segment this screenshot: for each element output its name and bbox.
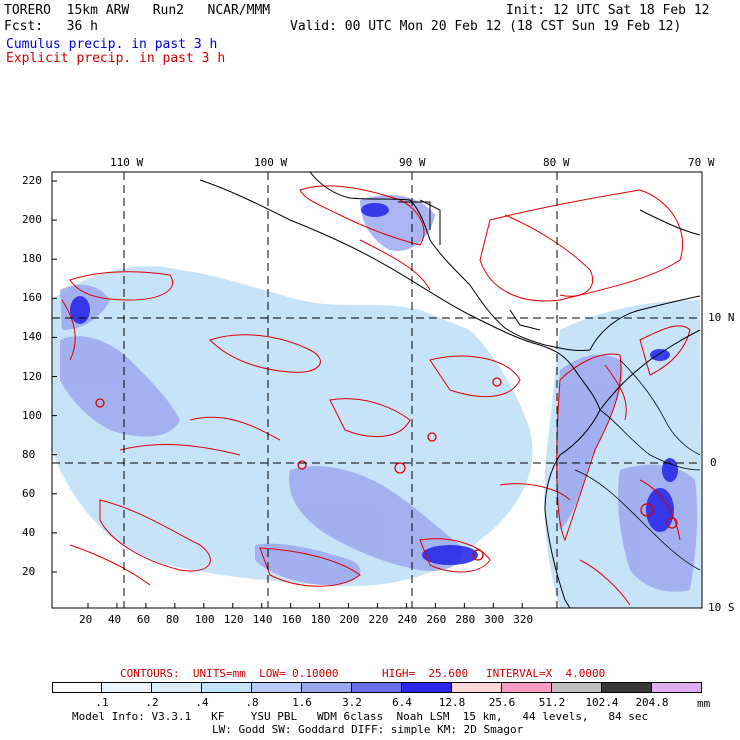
x-tick-label: 240 xyxy=(397,613,418,626)
model-physics: LW: Godd SW: Goddard DIFF: simple KM: 2D… xyxy=(212,723,524,736)
y-tick-label: 20 xyxy=(22,565,36,578)
y-tick-label: 180 xyxy=(22,252,42,266)
x-tick-label: 140 xyxy=(252,613,273,626)
lon-label-80w: 80 W xyxy=(543,156,570,169)
colorbar-swatch xyxy=(402,682,452,693)
colorbar-label: .8 xyxy=(245,696,259,709)
explicit-precip-cores xyxy=(95,377,678,561)
colorbar-swatch xyxy=(152,682,202,693)
x-tick-label: 160 xyxy=(281,613,302,626)
model-title: TORERO 15km ARW Run2 NCAR/MMM xyxy=(4,3,271,18)
colorbar-label: .2 xyxy=(145,696,159,709)
contour-interval: INTERVAL=X 4.0000 xyxy=(486,667,606,680)
x-tick-label: 100 xyxy=(194,613,215,626)
colorbar-swatch xyxy=(52,682,102,693)
x-tick-label: 300 xyxy=(484,613,505,626)
explicit-label: Explicit precip. in past 3 h xyxy=(6,51,226,66)
contour-units: CONTOURS: UNITS=mm LOW= 0.10000 xyxy=(120,667,339,680)
lon-label-100w: 100 W xyxy=(254,156,288,169)
country-borders xyxy=(574,359,701,571)
colorbar-label: .1 xyxy=(95,696,109,709)
y-tick-label: 120 xyxy=(22,369,42,383)
init-time: Init: 12 UTC Sat 18 Feb 12 xyxy=(506,3,710,18)
y-tick-label: 80 xyxy=(22,447,36,461)
y-tick-label: 100 xyxy=(22,408,42,422)
colorbar-label: 1.6 xyxy=(292,696,312,709)
x-tick-label: 280 xyxy=(455,613,476,626)
x-tick-label: 20 xyxy=(79,613,93,626)
y-tick-label: 60 xyxy=(22,486,36,500)
coastlines xyxy=(199,172,701,608)
lat-label-10n: 10 N xyxy=(708,311,735,324)
valid-time: Valid: 00 UTC Mon 20 Feb 12 (18 CST Sun … xyxy=(290,19,682,34)
x-tick-label: 220 xyxy=(368,613,389,626)
colorbar-unit: mm xyxy=(697,697,711,710)
lon-label-110w: 110 W xyxy=(110,156,144,169)
colorbar-swatch xyxy=(302,682,352,693)
x-tick-label: 200 xyxy=(339,613,360,626)
colorbar-label: 204.8 xyxy=(635,696,669,709)
model-info: Model Info: V3.3.1 KF YSU PBL WDM 6class… xyxy=(72,710,649,723)
y-tick-label: 220 xyxy=(22,174,42,187)
colorbar-swatch xyxy=(452,682,502,693)
colorbar-label: 6.4 xyxy=(392,696,412,709)
axis-ticks xyxy=(52,180,523,608)
cumulus-precip-heavy xyxy=(70,203,678,565)
cumulus-label: Cumulus precip. in past 3 h xyxy=(6,37,218,52)
x-tick-label: 320 xyxy=(513,613,534,626)
colorbar-label: 102.4 xyxy=(585,696,619,709)
colorbar-swatch xyxy=(102,682,152,693)
y-tick-label: 200 xyxy=(22,213,42,227)
lat-label-0: 0 xyxy=(710,456,717,469)
forecast-hour: Fcst: 36 h xyxy=(4,19,98,34)
x-tick-label: 80 xyxy=(165,613,180,626)
lon-label-70w: 70 W xyxy=(688,156,715,169)
x-tick-label: 40 xyxy=(107,613,122,626)
colorbar-label: 51.2 xyxy=(538,696,566,709)
colorbar-swatch xyxy=(202,682,252,693)
colorbar-swatch xyxy=(602,682,652,693)
colorbar-label: 12.8 xyxy=(438,696,466,709)
y-tick-label: 40 xyxy=(22,525,36,539)
lon-label-90w: 90 W xyxy=(399,156,426,169)
contour-high: HIGH= 25.600 xyxy=(382,667,469,680)
colorbar-swatch xyxy=(552,682,602,693)
x-tick-label: 180 xyxy=(310,613,331,626)
latlon-grid xyxy=(52,172,702,608)
colorbar-label: .4 xyxy=(195,696,209,709)
y-tick-label: 140 xyxy=(22,330,42,344)
x-tick-label: 260 xyxy=(426,613,447,626)
colorbar-swatch xyxy=(502,682,552,693)
y-tick-label: 160 xyxy=(22,291,42,305)
colorbar-swatch xyxy=(252,682,302,693)
x-tick-label: 120 xyxy=(223,613,244,626)
x-tick-label: 60 xyxy=(136,613,151,626)
explicit-precip-contours xyxy=(61,185,691,606)
colorbar-label: 25.6 xyxy=(488,696,516,709)
colorbar-swatch xyxy=(652,682,702,693)
colorbar-swatch xyxy=(352,682,402,693)
lat-label-10s: 10 S xyxy=(708,601,735,614)
colorbar-label: 3.2 xyxy=(342,696,362,709)
